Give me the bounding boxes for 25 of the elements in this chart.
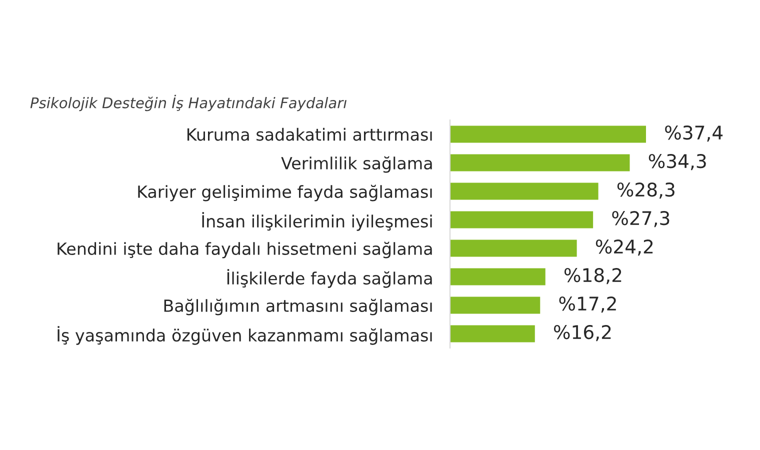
bar: [450, 268, 546, 286]
data-label: %24,2: [596, 240, 653, 256]
data-label: %18,2: [564, 268, 622, 284]
data-label: %16,2: [554, 325, 611, 342]
bar: [450, 126, 646, 143]
data-label: %17,2: [559, 296, 616, 313]
data-label: %37,4: [665, 126, 723, 142]
y-tick-label: İş yaşamında özgüven kazanmamı sağlaması: [58, 326, 432, 345]
bar: [450, 296, 540, 314]
bar: [450, 154, 630, 172]
y-tick-label: Verimlilik sağlama: [281, 156, 432, 173]
y-tick-label: İnsan ilişkilerimin iyileşmesi: [202, 212, 432, 231]
bar: [450, 240, 577, 257]
data-label: %34,3: [648, 154, 706, 170]
y-tick-label: Kuruma sadakatimi arttırması: [187, 128, 432, 141]
data-label: %27,3: [612, 211, 670, 228]
y-tick-label: Kendini işte daha faydalı hissetmeni sağlama: [58, 242, 432, 258]
text: Psikolojik Desteğin İş Hayatındaki Faydaları: [30, 94, 347, 112]
bar: [450, 211, 594, 228]
y-tick-label: Kariyer gelişimime fayda sağlaması: [138, 184, 432, 202]
y-tick-label: İlişkilerde fayda sağlama: [227, 269, 432, 288]
data-label: %28,3: [617, 182, 674, 199]
bar: [450, 182, 598, 200]
bar: [450, 325, 535, 342]
y-tick-label: Bağlılığımın artmasını sağlaması: [164, 298, 432, 316]
